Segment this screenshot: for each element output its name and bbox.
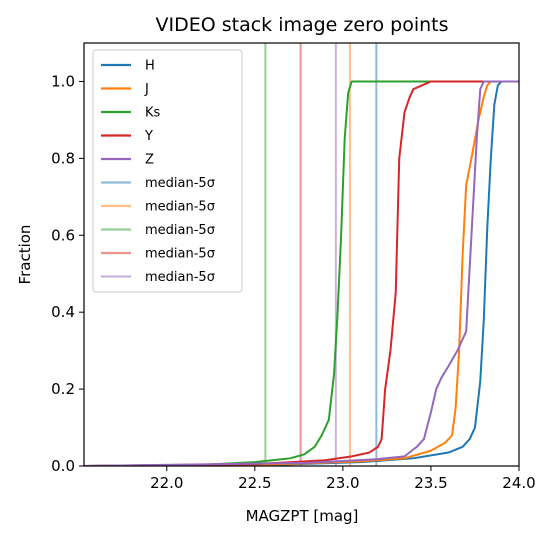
series-line-ks: [84, 80, 519, 466]
axes-frame: [83, 42, 520, 467]
legend-label: Ks: [145, 106, 161, 121]
legend-label: median-5σ: [145, 270, 215, 285]
x-tick-label: 23.5: [414, 474, 447, 492]
y-tick-label: 0.0: [51, 457, 75, 475]
series-line-y: [84, 80, 519, 466]
y-tick-label: 0.8: [51, 149, 75, 167]
legend-label: H: [145, 59, 155, 74]
series-line-z: [84, 80, 519, 466]
legend-label: J: [144, 82, 149, 97]
legend-label: Y: [144, 129, 153, 144]
plot-area: [84, 43, 519, 466]
x-tick-label: 22.0: [150, 474, 183, 492]
x-axis-label: MAGZPT [mag]: [246, 507, 359, 525]
legend-label: Z: [145, 153, 154, 168]
legend-label: median-5σ: [145, 176, 215, 191]
y-tick-label: 0.6: [51, 226, 75, 244]
series-line-j: [84, 80, 519, 466]
x-tick-label: 24.0: [502, 474, 535, 492]
legend-label: median-5σ: [145, 223, 215, 238]
chart-title: VIDEO stack image zero points: [155, 14, 448, 36]
axis-ticks: 22.0 22.5 23.0 23.5 24.0 0.0 0.2 0.4 0.6 0.8 1.0: [51, 72, 536, 492]
x-tick-label: 23.0: [326, 474, 359, 492]
y-tick-label: 0.2: [51, 380, 75, 398]
legend-label: median-5σ: [145, 247, 215, 262]
y-axis-label: Fraction: [16, 225, 34, 285]
legend-label: median-5σ: [145, 200, 215, 215]
y-tick-label: 1.0: [51, 72, 75, 90]
x-tick-label: 22.5: [238, 474, 271, 492]
legend-box: [92, 49, 243, 293]
y-tick-label: 0.4: [51, 303, 75, 321]
